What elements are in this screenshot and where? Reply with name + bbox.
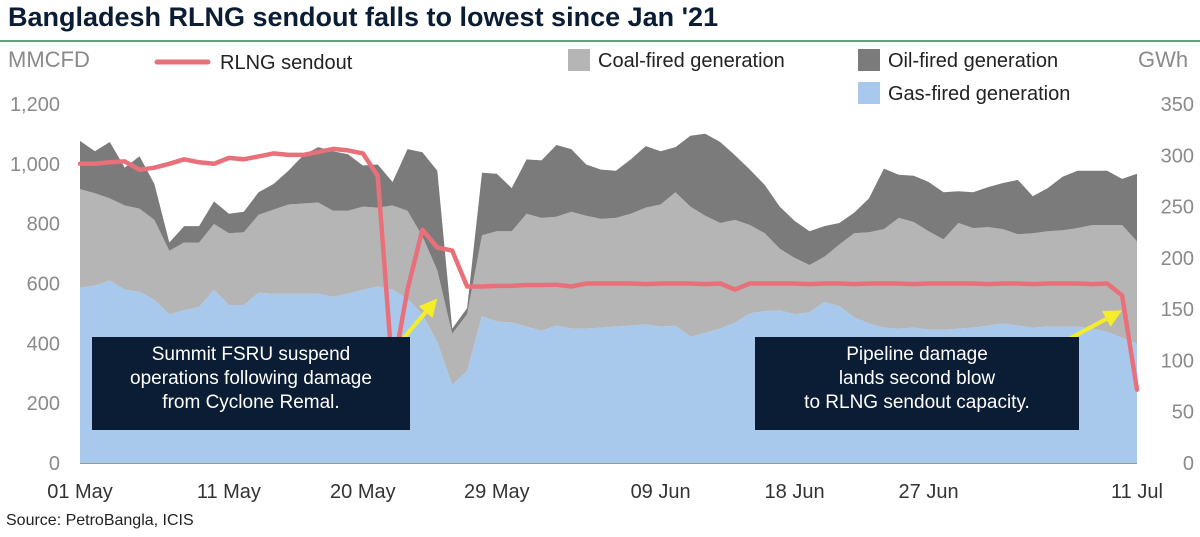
legend-label-rlng: RLNG sendout [220,52,353,74]
x-tick-label: 20 May [330,481,396,503]
right-tick-label: 100 [1161,350,1194,372]
right-tick-label: 50 [1172,402,1194,424]
area-coal-fired-generation [80,189,1137,385]
right-tick-label: 300 [1161,145,1194,167]
left-tick-label: 0 [49,453,60,475]
legend: RLNG sendout Coal-fired generation Oil-fir… [154,49,1070,105]
left-tick-label: 600 [27,274,60,296]
right-tick-label: 150 [1161,299,1194,321]
x-tick-label: 27 Jun [899,481,959,503]
chart-title: Bangladesh RLNG sendout falls to lowest … [8,2,719,32]
left-tick-label: 1,200 [10,94,60,116]
annotation-line: Pipeline damage [846,344,988,365]
left-axis: MMCFD 0 200 400 600 800 1,000 1,200 [8,47,90,475]
annotation-line: to RLNG sendout capacity. [804,392,1030,413]
right-tick-label: 250 [1161,197,1194,219]
x-tick-label: 09 Jun [631,481,691,503]
left-tick-label: 200 [27,393,60,415]
source-note: Source: PetroBangla, ICIS [6,512,194,529]
annotation-arrow-shaft [1066,317,1108,342]
area-oil-fired-generation [80,133,1137,334]
annotation-pipeline-damage: Pipeline damage lands second blow to RLN… [755,337,1079,430]
right-axis: GWh 0 50 100 150 200 250 300 350 [1138,47,1194,475]
annotation-line: lands second blow [838,368,996,389]
x-axis: 01 May 11 May 20 May 29 May 09 Jun 18 Jun 27 J… [47,463,1163,503]
left-tick-label: 400 [27,333,60,355]
legend-swatch-oil [858,49,880,71]
legend-label-gas: Gas-fired generation [888,83,1070,105]
x-tick-label: 11 Jul [1111,481,1163,503]
annotation-arrows [400,298,1123,342]
annotation-arrow-head [418,298,438,318]
legend-swatch-coal [568,49,590,71]
right-axis-label: GWh [1138,47,1188,72]
title-divider [0,40,1200,42]
annotation-line: Summit FSRU suspend [151,344,351,365]
annotation-summit-fsru: Summit FSRU suspend operations following… [92,337,410,430]
left-tick-label: 800 [27,214,60,236]
left-axis-label: MMCFD [8,47,90,72]
x-tick-label: 18 Jun [765,481,825,503]
x-tick-label: 01 May [47,481,113,503]
right-tick-label: 200 [1161,248,1194,270]
annotation-arrow-shaft [400,310,428,342]
annotation-line: operations following damage [130,368,372,389]
legend-label-coal: Coal-fired generation [598,50,785,72]
right-tick-label: 0 [1183,453,1194,475]
right-tick-label: 350 [1161,94,1194,116]
legend-label-oil: Oil-fired generation [888,50,1058,72]
rlng-sendout-line [77,146,1140,392]
rlng-line-layer [77,146,1140,392]
annotation-arrow-head [1102,310,1123,327]
x-tick-label: 11 May [197,481,261,503]
legend-swatch-gas [858,82,880,104]
annotation-line: from Cyclone Remal. [162,392,340,413]
left-tick-label: 1,000 [10,154,60,176]
x-tick-label: 29 May [464,481,530,503]
